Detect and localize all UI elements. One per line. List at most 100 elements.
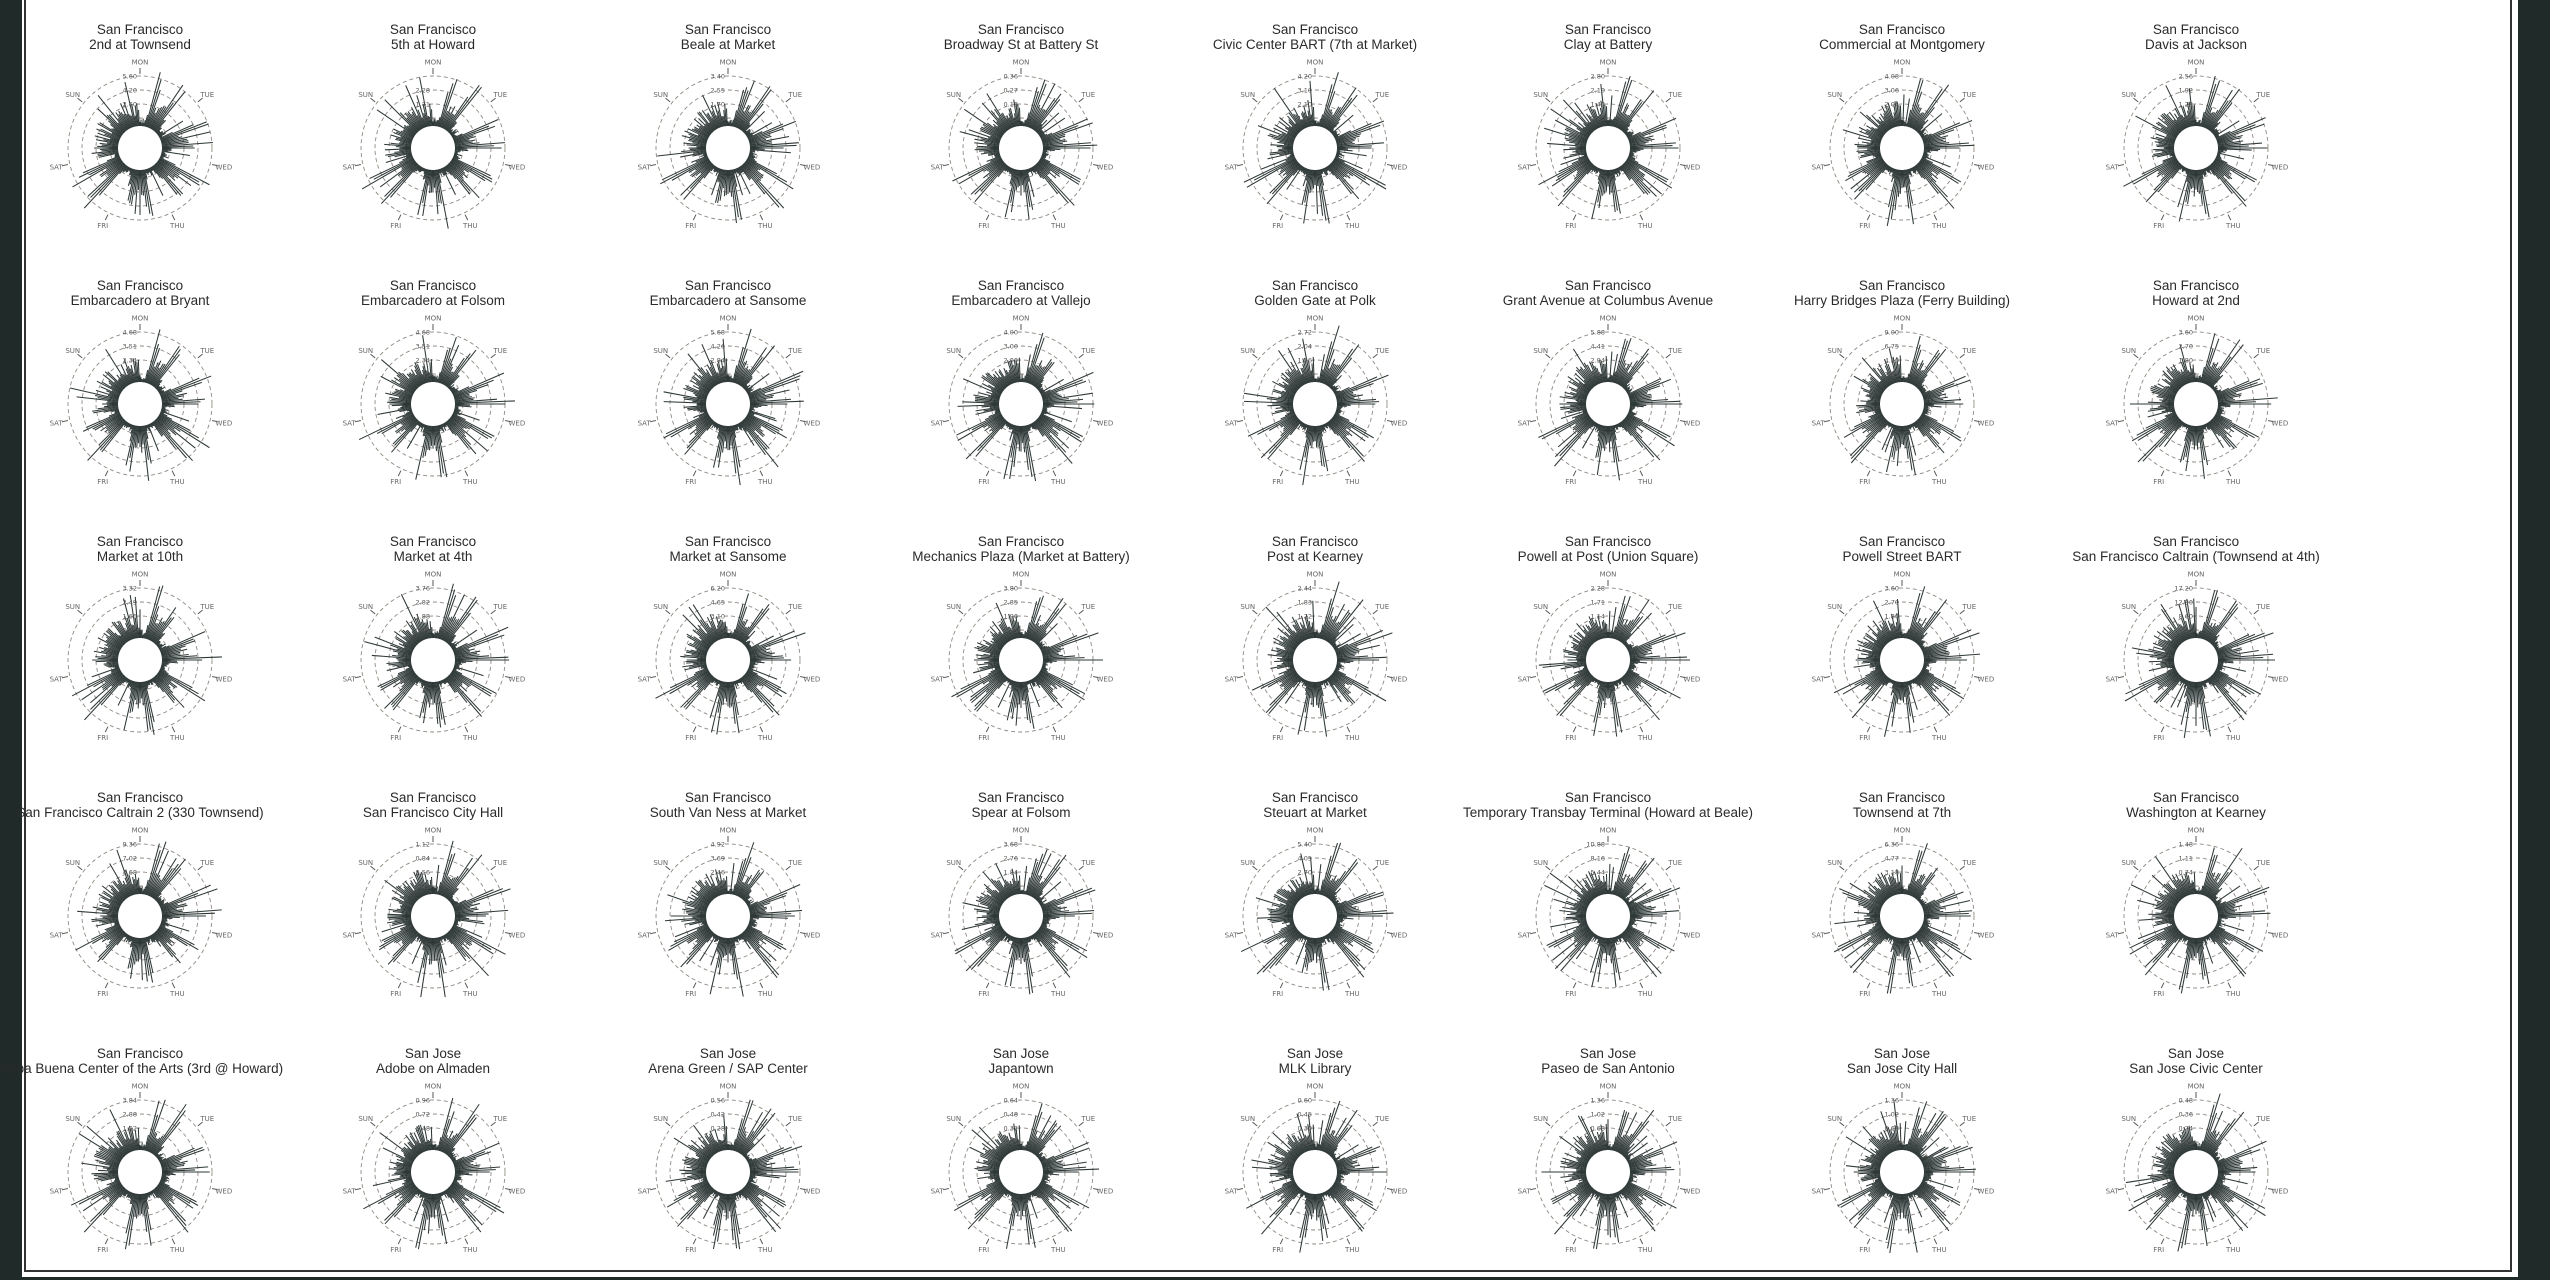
day-label: THU xyxy=(1050,222,1066,230)
day-label: WED xyxy=(1977,676,1994,684)
day-label: THU xyxy=(2225,222,2241,230)
day-label: WED xyxy=(1977,420,1994,428)
day-label: SAT xyxy=(50,420,64,428)
day-tick xyxy=(398,215,401,220)
hour-bar xyxy=(446,600,477,642)
day-label: MON xyxy=(720,315,737,323)
radial-tick-label: 2.70 xyxy=(1885,599,1899,607)
day-label: WED xyxy=(1390,676,1407,684)
hour-bar xyxy=(1035,421,1072,464)
hour-bar xyxy=(453,380,493,396)
center-hole xyxy=(1294,383,1336,425)
center-hole xyxy=(2175,639,2217,681)
radial-tick-label: 3.60 xyxy=(1885,585,1899,593)
hour-bar xyxy=(1042,123,1093,141)
hour-bar xyxy=(1606,106,1607,126)
day-label: SUN xyxy=(1240,347,1255,355)
center-hole xyxy=(1587,639,1629,681)
radial-tick-label: 2.25 xyxy=(1885,371,1899,379)
radial-tick-label: 5.60 xyxy=(123,73,137,81)
day-tick xyxy=(1573,471,1576,476)
day-label: MON xyxy=(2188,571,2205,579)
day-label: THU xyxy=(169,734,185,742)
hour-bar xyxy=(2138,420,2180,462)
day-label: WED xyxy=(803,420,820,428)
hour-bar xyxy=(1622,362,1644,387)
radial-tick-label: 3.76 xyxy=(416,585,430,593)
day-tick xyxy=(2161,215,2164,220)
day-label: SAT xyxy=(2106,420,2120,428)
hour-bar xyxy=(1923,633,1980,653)
day-label: FRI xyxy=(1272,478,1283,486)
radial-tick-label: 0.94 xyxy=(416,627,430,635)
day-tick xyxy=(1530,676,1536,677)
day-tick xyxy=(1640,215,1643,220)
day-label: WED xyxy=(803,164,820,172)
day-tick xyxy=(986,727,989,732)
radial-tick-label: 2.70 xyxy=(2179,343,2193,351)
hour-bar xyxy=(1318,682,1326,737)
radial-tick-label: 6.75 xyxy=(1885,343,1899,351)
hour-bar xyxy=(159,671,198,694)
day-tick xyxy=(1347,471,1350,476)
day-label: TUE xyxy=(2255,91,2270,99)
hour-bar xyxy=(453,890,493,908)
hour-bar xyxy=(2208,340,2239,386)
day-label: FRI xyxy=(685,222,696,230)
radial-tick-label: 2.55 xyxy=(711,87,725,95)
day-label: SUN xyxy=(358,603,373,611)
day-label: FRI xyxy=(1565,478,1576,486)
hour-bar xyxy=(1328,345,1359,387)
hour-bar xyxy=(742,165,779,208)
hour-bar xyxy=(742,104,763,131)
radial-tick-label: 2.85 xyxy=(1004,599,1018,607)
hour-bar xyxy=(670,671,709,694)
day-label: SUN xyxy=(358,91,373,99)
hour-bar xyxy=(416,425,428,479)
radial-tick-label: 2.49 xyxy=(123,599,137,607)
day-label: WED xyxy=(2271,164,2288,172)
radial-tick-label: 2.28 xyxy=(416,87,430,95)
day-label: TUE xyxy=(1374,603,1389,611)
hour-bar xyxy=(747,415,787,438)
day-label: THU xyxy=(1931,478,1947,486)
day-label: WED xyxy=(215,932,232,940)
radial-tick-label: 2.04 xyxy=(1885,101,1899,109)
hour-bar xyxy=(1908,681,1917,710)
radial-tick-label: 1.10 xyxy=(1298,115,1312,123)
day-label: FRI xyxy=(390,734,401,742)
day-tick xyxy=(1640,727,1643,732)
radial-tick-label: 4.20 xyxy=(123,87,137,95)
radial-tick-label: 2.34 xyxy=(416,357,430,365)
radial-tick-label: 0.27 xyxy=(1004,87,1018,95)
radial-tick-label: 1.02 xyxy=(1885,115,1899,123)
hour-bar xyxy=(1915,600,1947,643)
day-label: SUN xyxy=(1533,91,1548,99)
hour-bar xyxy=(1863,661,1880,662)
day-label: FRI xyxy=(685,478,696,486)
hour-bar xyxy=(1629,633,1686,653)
day-label: MON xyxy=(720,59,737,67)
day-label: THU xyxy=(757,222,773,230)
day-tick xyxy=(650,676,656,677)
day-label: FRI xyxy=(390,222,401,230)
day-tick xyxy=(62,676,68,677)
day-tick xyxy=(105,727,108,732)
day-label: SUN xyxy=(1533,347,1548,355)
day-label: WED xyxy=(2271,676,2288,684)
hour-bar xyxy=(2216,633,2264,652)
day-tick xyxy=(172,727,175,732)
hour-bar xyxy=(1043,661,1057,662)
day-label: MON xyxy=(2188,315,2205,323)
hour-bar xyxy=(103,917,118,918)
day-tick xyxy=(355,420,361,421)
day-label: TUE xyxy=(1080,91,1095,99)
day-label: WED xyxy=(1683,676,1700,684)
day-label: SAT xyxy=(50,164,64,172)
day-label: THU xyxy=(757,734,773,742)
day-tick xyxy=(1347,727,1350,732)
hour-bar xyxy=(741,90,771,131)
day-label: TUE xyxy=(787,347,802,355)
